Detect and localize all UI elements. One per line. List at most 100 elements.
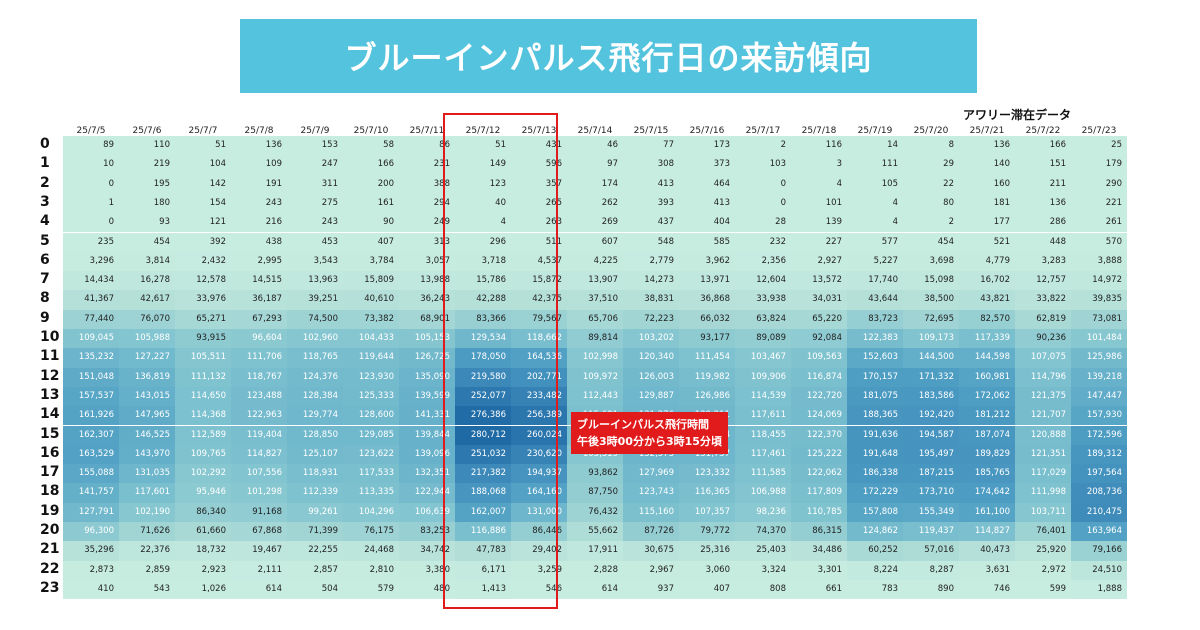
heatmap-cell: 83,253 xyxy=(399,522,455,542)
heatmap-cell: 172,062 xyxy=(959,386,1015,407)
heatmap-cell: 114,368 xyxy=(175,406,231,426)
heatmap-cell: 118,662 xyxy=(511,329,567,349)
heatmap-cell: 119,437 xyxy=(903,522,959,542)
heatmap-cell: 123,332 xyxy=(679,464,735,484)
heatmap-cell: 25,920 xyxy=(1015,541,1071,561)
heatmap-cell: 103,202 xyxy=(623,329,679,349)
heatmap-cell: 577 xyxy=(847,232,903,252)
heatmap-cell: 438 xyxy=(231,232,287,252)
heatmap-cell: 146,525 xyxy=(119,425,175,445)
heatmap-cell: 746 xyxy=(959,579,1015,600)
heatmap-cell: 80 xyxy=(903,193,959,214)
heatmap-cell: 129,887 xyxy=(623,386,679,407)
heatmap-cell: 102,292 xyxy=(175,464,231,484)
heatmap-cell: 407 xyxy=(343,232,399,252)
heatmap-cell: 58 xyxy=(343,136,399,156)
heatmap-cell: 2,111 xyxy=(231,560,287,580)
heatmap-cell: 63,824 xyxy=(735,309,791,329)
heatmap-cell: 4 xyxy=(455,213,511,233)
heatmap-cell: 89 xyxy=(63,136,119,156)
heatmap-cell: 3,784 xyxy=(343,251,399,272)
heatmap-cell: 157,537 xyxy=(63,386,119,407)
heatmap-cell: 155,088 xyxy=(63,464,119,484)
heatmap-cell: 191,636 xyxy=(847,425,903,445)
heatmap-cell: 132,351 xyxy=(399,464,455,484)
heatmap-cell: 125,986 xyxy=(1071,348,1127,368)
heatmap-cell: 65,706 xyxy=(567,309,623,329)
callout-line1: ブルーインパルス飛行時間 xyxy=(577,418,709,431)
heatmap-cell: 453 xyxy=(287,232,343,252)
heatmap-cell: 480 xyxy=(399,579,455,600)
heatmap-cell: 104,296 xyxy=(343,502,399,522)
heatmap-cell: 127,791 xyxy=(63,502,119,522)
row-label-hour: 4 xyxy=(40,213,50,230)
heatmap-cell: 189,312 xyxy=(1071,444,1127,465)
heatmap-cell: 200 xyxy=(343,174,399,194)
heatmap-cell: 2,810 xyxy=(343,560,399,580)
heatmap-cell: 262 xyxy=(567,193,623,214)
heatmap-cell: 280,712 xyxy=(455,425,511,445)
heatmap-cell: 154 xyxy=(175,193,231,214)
heatmap-cell: 22,376 xyxy=(119,541,175,561)
heatmap-cell: 585 xyxy=(679,232,735,252)
heatmap-cell: 308 xyxy=(623,155,679,175)
heatmap-cell: 123,622 xyxy=(343,444,399,465)
column-header: 25/7/6 xyxy=(132,126,162,136)
heatmap-cell: 521 xyxy=(959,232,1015,252)
heatmap-cell: 93,177 xyxy=(679,329,735,349)
heatmap-cell: 511 xyxy=(511,232,567,252)
heatmap-cell: 261 xyxy=(1071,213,1127,233)
heatmap-cell: 77,440 xyxy=(63,309,119,329)
heatmap-cell: 29,402 xyxy=(511,541,567,561)
heatmap-cell: 5,227 xyxy=(847,251,903,272)
heatmap-cell: 15,872 xyxy=(511,271,567,291)
heatmap-cell: 135,232 xyxy=(63,348,119,368)
heatmap-cell: 117,029 xyxy=(1015,464,1071,484)
heatmap-cell: 127,227 xyxy=(119,348,175,368)
heatmap-cell: 111,585 xyxy=(735,464,791,484)
heatmap-cell: 55,662 xyxy=(567,522,623,542)
heatmap-cell: 0 xyxy=(63,174,119,194)
heatmap-cell: 4,779 xyxy=(959,251,1015,272)
heatmap-cell: 357 xyxy=(511,174,567,194)
heatmap-cell: 30,675 xyxy=(623,541,679,561)
heatmap-cell: 3,060 xyxy=(679,560,735,580)
heatmap-cell: 1,888 xyxy=(1071,579,1127,600)
heatmap-cell: 116,874 xyxy=(791,367,847,387)
heatmap-cell: 454 xyxy=(903,232,959,252)
heatmap-cell: 454 xyxy=(119,232,175,252)
heatmap-cell: 139,844 xyxy=(399,425,455,445)
heatmap-cell: 3,283 xyxy=(1015,251,1071,272)
heatmap-cell: 116,365 xyxy=(679,483,735,503)
heatmap-cell: 34,742 xyxy=(399,541,455,561)
heatmap-cell: 143,970 xyxy=(119,444,175,465)
heatmap-cell: 13,971 xyxy=(679,271,735,291)
heatmap-cell: 34,486 xyxy=(791,541,847,561)
heatmap-cell: 124,376 xyxy=(287,367,343,387)
row-label-hour: 7 xyxy=(40,271,50,288)
heatmap-cell: 189,829 xyxy=(959,444,1015,465)
heatmap-cell: 109,563 xyxy=(791,348,847,368)
heatmap-cell: 41,367 xyxy=(63,290,119,310)
heatmap-cell: 121,707 xyxy=(1015,406,1071,426)
heatmap-cell: 114,539 xyxy=(735,386,791,407)
heatmap-cell: 247 xyxy=(287,155,343,175)
heatmap-cell: 111,132 xyxy=(175,367,231,387)
heatmap-cell: 124,862 xyxy=(847,522,903,542)
heatmap-cell: 74,500 xyxy=(287,309,343,329)
heatmap-cell: 162,007 xyxy=(455,502,511,522)
heatmap-cell: 1,413 xyxy=(455,579,511,600)
heatmap-cell: 67,293 xyxy=(231,309,287,329)
heatmap-cell: 3,380 xyxy=(399,560,455,580)
heatmap-cell: 6,171 xyxy=(455,560,511,580)
column-header: 25/7/10 xyxy=(353,126,389,136)
heatmap-cell: 38,500 xyxy=(903,290,959,310)
heatmap-cell: 123,930 xyxy=(343,367,399,387)
heatmap-cell: 3,814 xyxy=(119,251,175,272)
heatmap-cell: 0 xyxy=(735,193,791,214)
heatmap-cell: 197,564 xyxy=(1071,464,1127,484)
heatmap-cell: 14,515 xyxy=(231,271,287,291)
column-header: 25/7/22 xyxy=(1025,126,1061,136)
heatmap-cell: 431 xyxy=(511,136,567,156)
heatmap-cell: 166 xyxy=(1015,136,1071,156)
